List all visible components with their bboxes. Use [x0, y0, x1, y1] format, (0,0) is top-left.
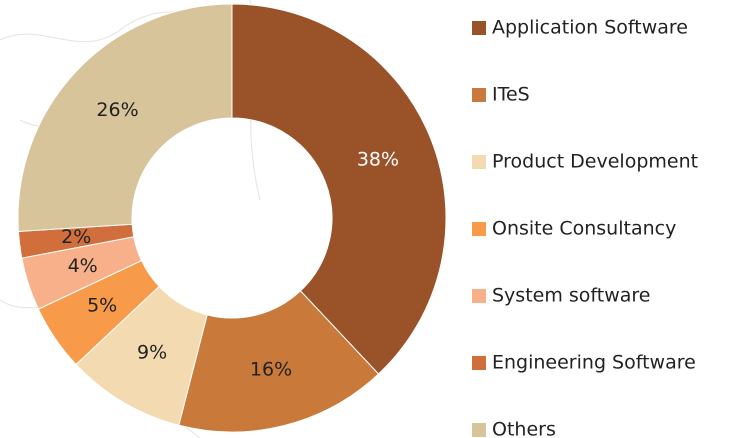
legend-swatch — [472, 289, 486, 303]
legend-swatch — [472, 222, 486, 236]
legend-swatch — [472, 21, 486, 35]
legend-label: System software — [492, 285, 651, 307]
legend-swatch — [472, 155, 486, 169]
legend-label: ITeS — [492, 84, 530, 106]
legend-swatch — [472, 423, 486, 437]
data-label: 16% — [250, 359, 292, 381]
donut-slice — [231, 3, 447, 375]
data-label: 2% — [61, 226, 91, 248]
legend-label: Engineering Software — [492, 352, 696, 374]
legend-swatch — [472, 356, 486, 370]
legend-label: Application Software — [492, 17, 688, 39]
donut-slice — [178, 290, 380, 433]
data-label: 26% — [96, 99, 138, 121]
donut-slice — [17, 3, 233, 232]
legend-label: Others — [492, 419, 556, 438]
data-label: 5% — [87, 295, 117, 317]
data-label: 4% — [68, 255, 98, 277]
legend-label: Product Development — [492, 151, 698, 173]
data-label: 38% — [357, 149, 399, 171]
legend-label: Onsite Consultancy — [492, 218, 676, 240]
legend-swatch — [472, 88, 486, 102]
data-label: 9% — [137, 342, 167, 364]
